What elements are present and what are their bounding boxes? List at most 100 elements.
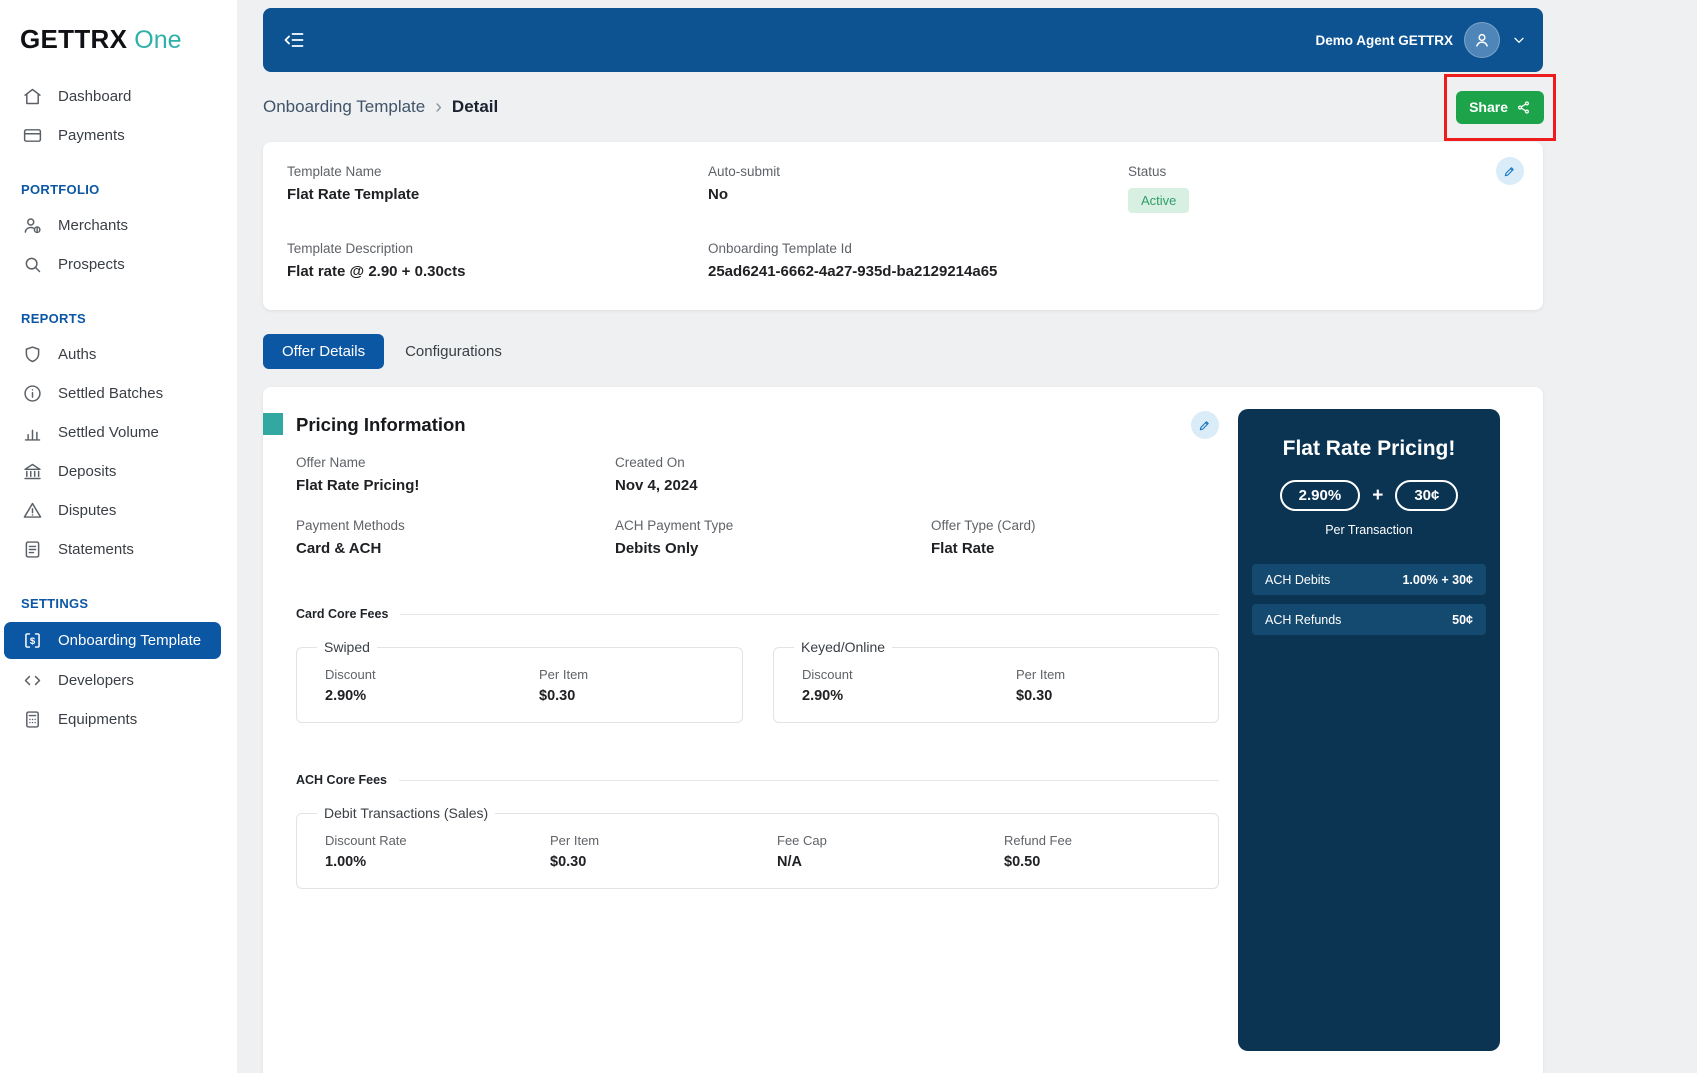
shield-icon <box>21 344 43 366</box>
warning-icon <box>21 500 43 522</box>
flat-rate-pricing-panel: Flat Rate Pricing! 2.90% + 30¢ Per Trans… <box>1238 409 1500 1051</box>
sidebar-item-settled-batches[interactable]: Settled Batches <box>0 374 237 413</box>
sidebar-item-label: Merchants <box>58 217 129 234</box>
offer-details-card: Pricing Information Offer Name Flat Rate… <box>263 387 1543 1073</box>
sidebar-collapse-button[interactable] <box>277 23 311 57</box>
sidebar-item-disputes[interactable]: Disputes <box>0 491 237 530</box>
field-label: Refund Fee <box>1004 833 1072 848</box>
chevron-down-icon <box>1511 32 1527 48</box>
bar-chart-icon <box>21 422 43 444</box>
field-label: Offer Type (Card) <box>931 518 1036 533</box>
sidebar-item-label: Auths <box>58 346 97 363</box>
panel-row-label: ACH Refunds <box>1265 612 1342 627</box>
field-value: Debits Only <box>615 540 699 557</box>
sidebar-item-dashboard[interactable]: Dashboard <box>0 77 237 116</box>
sidebar-item-deposits[interactable]: Deposits <box>0 452 237 491</box>
field-refund-fee: Refund Fee $0.50 <box>1004 833 1190 870</box>
detail-tabs: Offer Details Configurations <box>263 334 1543 369</box>
edit-pricing-button[interactable] <box>1191 411 1219 439</box>
avatar <box>1464 22 1500 58</box>
debit-transactions-group: Debit Transactions (Sales) Discount Rate… <box>296 805 1219 889</box>
field-ach-per-item: Per Item $0.30 <box>550 833 777 870</box>
promo-title: Flat Rate Pricing! <box>1282 437 1456 460</box>
field-template-name: Template Name Flat Rate Template <box>287 164 708 213</box>
sidebar: GETTRX One Dashboard Payments PORTFOLIO … <box>0 0 237 1073</box>
plus-sign: + <box>1372 484 1384 506</box>
group-legend: Keyed/Online <box>801 639 886 655</box>
document-icon <box>21 539 43 561</box>
sidebar-item-auths[interactable]: Auths <box>0 335 237 374</box>
sidebar-item-label: Statements <box>58 541 134 558</box>
sidebar-item-statements[interactable]: Statements <box>0 530 237 569</box>
sidebar-item-equipments[interactable]: Equipments <box>0 700 237 739</box>
sidebar-item-settled-volume[interactable]: Settled Volume <box>0 413 237 452</box>
sidebar-item-developers[interactable]: Developers <box>0 661 237 700</box>
field-value: No <box>708 186 728 203</box>
field-swiped-discount: Discount 2.90% <box>325 667 539 704</box>
share-button[interactable]: Share <box>1456 90 1544 124</box>
field-discount-rate: Discount Rate 1.00% <box>325 833 550 870</box>
field-offer-type-card: Offer Type (Card) Flat Rate <box>931 518 1219 557</box>
tab-configurations[interactable]: Configurations <box>405 343 502 360</box>
sidebar-item-label: Developers <box>58 672 134 689</box>
per-item-pill: 30¢ <box>1395 480 1459 511</box>
edit-template-button[interactable] <box>1496 157 1524 185</box>
group-legend: Debit Transactions (Sales) <box>324 805 489 821</box>
field-label: Per Item <box>539 667 589 682</box>
field-label: Status <box>1128 164 1167 179</box>
sidebar-item-label: Prospects <box>58 256 125 273</box>
sidebar-item-payments[interactable]: Payments <box>0 116 237 155</box>
sidebar-section-settings: SETTINGS <box>21 596 89 611</box>
pricing-information-section: Pricing Information Offer Name Flat Rate… <box>263 387 1219 1051</box>
sidebar-item-label: Onboarding Template <box>58 632 202 649</box>
field-label: Offer Name <box>296 455 366 470</box>
search-icon <box>21 254 43 276</box>
field-label: Discount Rate <box>325 833 407 848</box>
group-legend: Swiped <box>324 639 370 655</box>
field-created-on: Created On Nov 4, 2024 <box>615 455 931 494</box>
field-value: 25ad6241-6662-4a27-935d-ba2129214a65 <box>708 263 998 280</box>
field-value: $0.30 <box>539 688 576 704</box>
sidebar-item-prospects[interactable]: Prospects <box>0 245 237 284</box>
annotation-highlight-box: Share <box>1444 73 1556 141</box>
svg-text:$: $ <box>29 636 35 647</box>
field-label: Payment Methods <box>296 518 405 533</box>
pencil-icon <box>1503 164 1517 178</box>
section-accent-chip <box>263 413 283 435</box>
dollar-template-icon: $ <box>21 630 43 652</box>
section-title: Card Core Fees <box>296 607 389 621</box>
field-value: Card & ACH <box>296 540 382 557</box>
tab-offer-details[interactable]: Offer Details <box>263 334 385 369</box>
field-value: Flat rate @ 2.90 + 0.30cts <box>287 263 466 280</box>
field-label: ACH Payment Type <box>615 518 734 533</box>
sidebar-item-label: Dashboard <box>58 88 132 105</box>
panel-row-value: 50¢ <box>1452 612 1473 627</box>
merchant-icon <box>21 215 43 237</box>
field-value: N/A <box>777 854 802 870</box>
field-template-description: Template Description Flat rate @ 2.90 + … <box>287 241 708 280</box>
field-label: Per Item <box>1016 667 1066 682</box>
section-title: ACH Core Fees <box>296 773 387 787</box>
agent-name: Demo Agent GETTRX <box>1315 32 1453 48</box>
sidebar-item-label: Equipments <box>58 711 138 728</box>
field-label: Discount <box>802 667 853 682</box>
field-label: Template Name <box>287 164 382 179</box>
field-value: 1.00% <box>325 854 367 870</box>
sidebar-item-onboarding-template[interactable]: $ Onboarding Template <box>4 622 221 659</box>
breadcrumb-parent-link[interactable]: Onboarding Template <box>263 97 426 116</box>
field-value: Flat Rate <box>931 540 995 557</box>
field-payment-methods: Payment Methods Card & ACH <box>296 518 615 557</box>
sidebar-item-label: Settled Volume <box>58 424 159 441</box>
card-core-fees-heading: Card Core Fees <box>296 607 1219 621</box>
swiped-fees-group: Swiped Discount 2.90% Per Item $0.30 <box>296 639 743 723</box>
field-offer-name: Offer Name Flat Rate Pricing! <box>296 455 615 494</box>
terminal-icon <box>21 709 43 731</box>
field-ach-payment-type: ACH Payment Type Debits Only <box>615 518 931 557</box>
field-value: $0.30 <box>550 854 587 870</box>
field-value: 2.90% <box>802 688 844 704</box>
field-label: Discount <box>325 667 376 682</box>
sidebar-nav: Dashboard Payments PORTFOLIO Merchants P… <box>0 77 237 739</box>
field-label: Per Item <box>550 833 600 848</box>
account-menu[interactable]: Demo Agent GETTRX <box>1315 22 1527 58</box>
sidebar-item-merchants[interactable]: Merchants <box>0 206 237 245</box>
